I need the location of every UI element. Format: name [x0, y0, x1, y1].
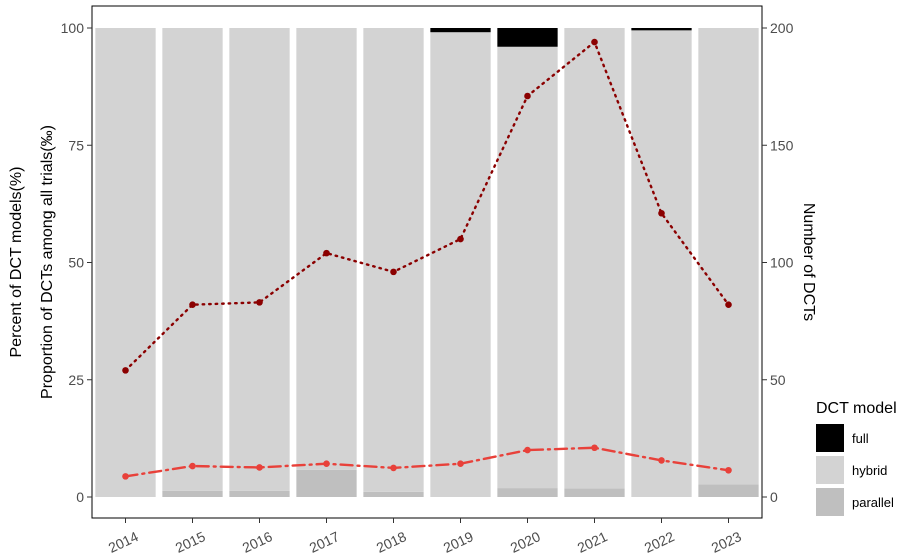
- series-point-1-2015: [189, 462, 196, 470]
- bar-parallel-2020: [497, 488, 558, 497]
- series-point-0-2017: [323, 249, 330, 257]
- legend-title: DCT model: [816, 400, 897, 417]
- bar-hybrid-2020: [497, 46, 558, 489]
- legend-label-hybrid: hybrid: [852, 463, 887, 478]
- bar-parallel-2021: [564, 488, 625, 497]
- series-point-0-2022: [658, 209, 665, 217]
- x-tick-label: 2018: [374, 528, 409, 555]
- lines-layer: [122, 38, 732, 480]
- bar-full-2020: [497, 28, 558, 47]
- series-point-1-2019: [457, 460, 464, 468]
- right-axis-label: Number of DCTs: [800, 203, 817, 321]
- bar-parallel-2016: [229, 490, 290, 497]
- series-point-0-2015: [189, 301, 196, 309]
- series-point-0-2016: [256, 299, 263, 306]
- bar-hybrid-2014: [95, 28, 156, 497]
- bar-hybrid-2021: [564, 28, 625, 489]
- series-point-0-2018: [390, 268, 397, 276]
- y-axis-label: Percent of DCT models(%): [8, 167, 25, 358]
- legend-key-parallel: [816, 488, 844, 516]
- series-point-1-2023: [725, 466, 732, 474]
- series-point-0-2019: [457, 235, 464, 243]
- bar-hybrid-2017: [296, 28, 357, 470]
- bar-hybrid-2022: [631, 30, 692, 497]
- series-point-0-2020: [524, 92, 531, 100]
- series-line-1: [124, 446, 730, 478]
- legend-label-full: full: [852, 431, 869, 446]
- bar-hybrid-2023: [698, 28, 759, 485]
- y2-tick-label: 100: [770, 255, 794, 271]
- bars-layer: [95, 28, 759, 497]
- legend: DCT model full hybrid parallel: [816, 400, 897, 516]
- series-line-0: [124, 40, 730, 372]
- x-tick-label: 2019: [441, 528, 476, 555]
- bar-hybrid-2015: [162, 28, 223, 491]
- x-tick-label: 2022: [642, 528, 677, 555]
- series-point-0-2021: [591, 38, 598, 46]
- bar-parallel-2017: [296, 469, 357, 497]
- y-tick-label: 50: [68, 255, 84, 271]
- y2-tick-label: 0: [770, 489, 778, 505]
- x-tick-label: 2020: [508, 528, 543, 555]
- bar-full-2019: [430, 28, 491, 33]
- series-point-1-2016: [256, 464, 263, 471]
- legend-key-hybrid: [816, 456, 844, 484]
- y-tick-label: 25: [68, 372, 84, 388]
- bar-parallel-2018: [363, 491, 424, 497]
- series-point-1-2018: [390, 464, 397, 472]
- y-axis-label-secondary: Proportion of DCTs among all trials(‰): [39, 125, 56, 399]
- series-point-1-2017: [323, 460, 330, 468]
- y2-tick-label: 50: [770, 372, 786, 388]
- series-point-1-2022: [658, 457, 665, 464]
- series-point-1-2021: [591, 444, 598, 452]
- series-point-1-2020: [524, 446, 531, 454]
- legend-label-parallel: parallel: [852, 495, 894, 510]
- bar-hybrid-2019: [430, 32, 491, 497]
- y-tick-label: 75: [68, 137, 84, 153]
- x-tick-label: 2021: [575, 528, 610, 555]
- y-tick-label: 0: [76, 489, 84, 505]
- y2-tick-label: 200: [770, 20, 794, 36]
- y-tick-label: 100: [61, 20, 85, 36]
- y2-tick-label: 150: [770, 137, 794, 153]
- series-point-0-2014: [122, 367, 129, 374]
- x-tick-label: 2015: [173, 528, 208, 555]
- bar-hybrid-2018: [363, 28, 424, 492]
- legend-key-full: [816, 424, 844, 452]
- bar-full-2022: [631, 28, 692, 31]
- series-point-0-2023: [725, 301, 732, 309]
- x-tick-label: 2017: [307, 528, 342, 555]
- bar-parallel-2023: [698, 484, 759, 497]
- bar-hybrid-2016: [229, 28, 290, 491]
- bar-parallel-2015: [162, 490, 223, 497]
- x-tick-label: 2016: [240, 528, 275, 555]
- x-tick-label: 2023: [709, 528, 744, 555]
- series-point-1-2014: [122, 473, 129, 480]
- x-tick-label: 2014: [106, 528, 141, 555]
